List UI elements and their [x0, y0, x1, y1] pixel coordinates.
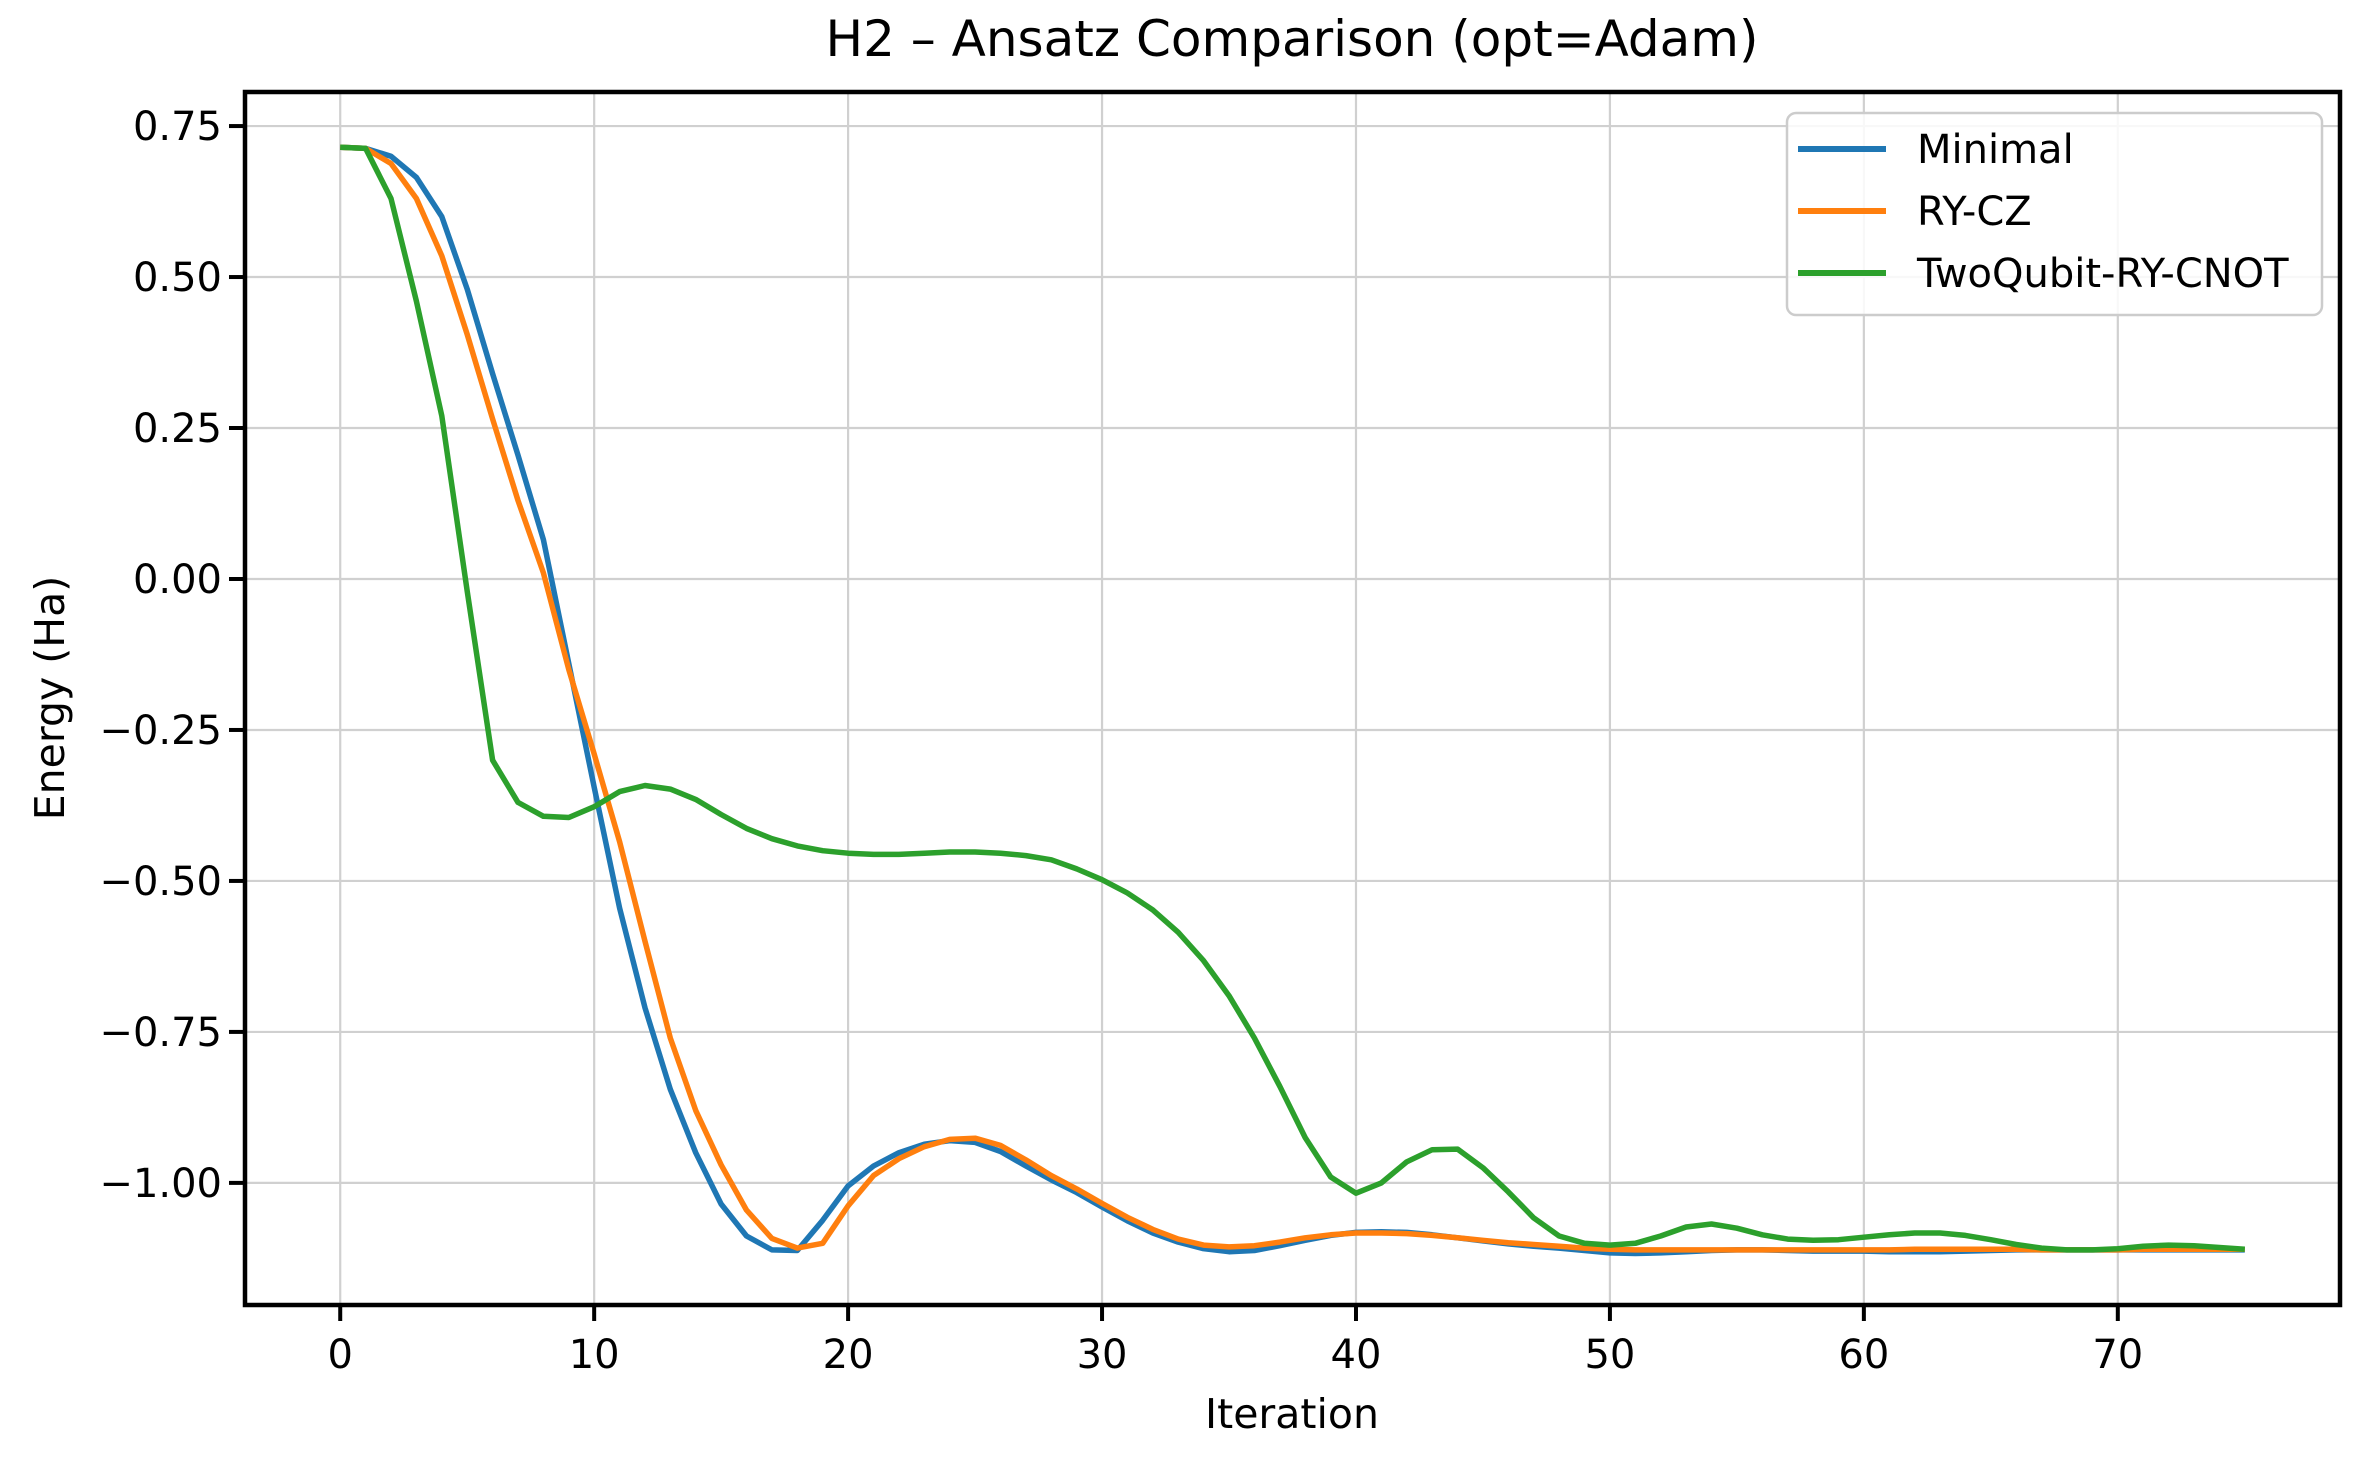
x-tick-label: 20: [823, 1332, 874, 1378]
x-tick-label: 70: [2092, 1332, 2143, 1378]
legend-label-ry-cz: RY-CZ: [1917, 189, 2032, 235]
x-tick-label: 50: [1584, 1332, 1635, 1378]
series-line-twoqubit-ry-cnot: [340, 144, 2245, 1253]
y-tick-label: 0.50: [133, 255, 222, 301]
x-tick-label: 60: [1838, 1332, 1889, 1378]
y-tick-label: −1.00: [99, 1161, 222, 1207]
y-tick-label: −0.75: [99, 1010, 222, 1056]
x-tick-label: 30: [1077, 1332, 1128, 1378]
series-line-ry-cz: [340, 144, 2245, 1253]
legend-label-twoqubit-ry-cnot: TwoQubit-RY-CNOT: [1916, 251, 2289, 297]
legend-box: [1785, 111, 2324, 317]
y-axis-label: Energy (Ha): [26, 576, 74, 821]
y-tick-label: 0.00: [133, 557, 222, 603]
y-tick-label: 0.75: [133, 104, 222, 150]
chart-title: H2 – Ansatz Comparison (opt=Adam): [825, 10, 1758, 68]
y-tick-label: 0.25: [133, 406, 222, 452]
x-tick-label: 40: [1331, 1332, 1382, 1378]
y-tick-label: −0.50: [99, 859, 222, 905]
legend-label-minimal: Minimal: [1917, 127, 2074, 173]
x-tick-label: 0: [328, 1332, 353, 1378]
plot-frame: [242, 89, 2343, 1308]
legend: Minimal RY-CZ TwoQubit-RY-CNOT: [1785, 111, 2324, 317]
data-series: [340, 144, 2245, 1257]
y-tick-label: −0.25: [99, 708, 222, 754]
x-axis-label: Iteration: [1205, 1390, 1379, 1438]
axis-ticks: 0 10 20 30 40 50 60 70 0.75 0.50 0.25 0.00 −0.25 −0.5…: [99, 104, 2143, 1378]
x-tick-label: 10: [569, 1332, 620, 1378]
